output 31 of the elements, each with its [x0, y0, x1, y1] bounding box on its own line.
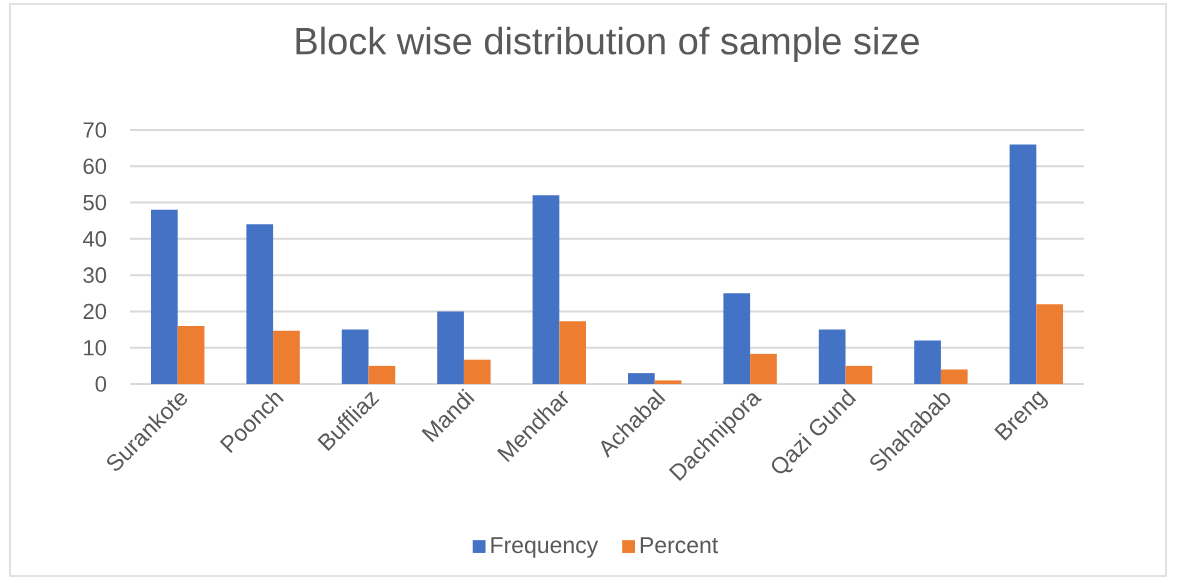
- y-tick-label: 30: [83, 267, 107, 283]
- chart-title: Block wise distribution of sample size: [296, 26, 919, 63]
- bar: [246, 224, 274, 384]
- bar: [150, 209, 178, 384]
- bar: [818, 329, 846, 384]
- bar: [437, 311, 464, 384]
- bar: [368, 365, 396, 384]
- bar: [628, 373, 655, 384]
- y-tick-label: 60: [83, 158, 107, 175]
- bar: [463, 359, 491, 384]
- bar: [914, 340, 941, 384]
- bar: [723, 293, 751, 384]
- bar: [532, 195, 560, 384]
- bar: [654, 380, 682, 384]
- bar: [341, 329, 369, 384]
- y-tick-label: 0: [95, 376, 107, 392]
- bar: [273, 330, 300, 384]
- y-tick-label: 40: [82, 231, 107, 247]
- legend-label: Percent: [640, 537, 719, 554]
- bar: [1009, 144, 1037, 384]
- bar: [940, 369, 968, 384]
- bar: [559, 321, 587, 384]
- bar: [845, 365, 873, 384]
- bar: [1036, 304, 1064, 384]
- legend-label: Frequency: [491, 537, 599, 558]
- bar: [750, 353, 777, 384]
- y-tick-label: 10: [84, 339, 107, 356]
- y-tick-label: 50: [83, 194, 107, 211]
- bar: [177, 325, 205, 384]
- y-tick-label: 70: [83, 122, 107, 138]
- y-tick-label: 20: [83, 303, 107, 320]
